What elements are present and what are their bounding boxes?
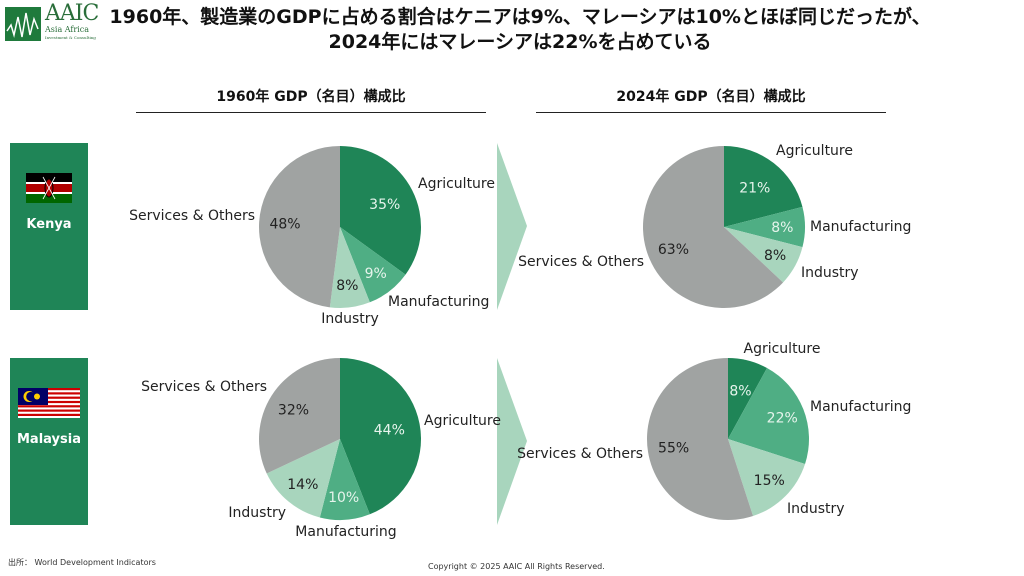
kenya-flag-icon xyxy=(26,173,72,203)
category-label-industry: Industry xyxy=(801,265,859,281)
pie-slice-agriculture xyxy=(340,358,421,515)
category-label-services: Services & Others xyxy=(517,446,643,462)
title-line-2: 2024年にはマレーシアは22%を占めている xyxy=(328,31,712,53)
data-label-agriculture: 8% xyxy=(729,383,751,399)
data-label-services: 48% xyxy=(269,217,300,233)
logo-tagline: Investment & Consulting xyxy=(45,35,96,40)
column-header-1960: 1960年 GDP（名目）構成比 xyxy=(216,89,406,105)
source-note: 出所： World Development Indicators xyxy=(8,558,156,567)
pie-slice-services xyxy=(259,358,340,474)
data-label-manufacturing: 9% xyxy=(365,266,387,282)
pie-malaysia-2024: 8% Agriculture 22% Manufacturing 15%Industry… xyxy=(517,341,911,520)
pie-slice-manufacturing xyxy=(340,227,406,303)
data-label-manufacturing: 10% xyxy=(328,490,359,506)
page-title: 1960年、製造業のGDPに占める割合はケニアは9%、マレーシアは10%とほぼ同… xyxy=(70,5,970,55)
data-label-services: 32% xyxy=(278,402,309,418)
aaic-logo: AAIC Asia Africa Investment & Consulting xyxy=(5,1,140,43)
pie-slice-manufacturing xyxy=(728,368,809,465)
data-label-industry: 14% xyxy=(287,477,318,493)
data-label-industry: 8% xyxy=(764,248,786,264)
category-label-agriculture: Agriculture xyxy=(418,176,495,192)
category-label-industry: Industry xyxy=(228,505,286,521)
pie-slice-manufacturing xyxy=(724,206,806,248)
pie-slice-manufacturing xyxy=(319,439,370,520)
data-label-manufacturing: 8% xyxy=(771,220,793,236)
data-label-agriculture: 35% xyxy=(369,197,400,213)
country-name-kenya: Kenya xyxy=(26,217,72,232)
data-label-industry: 8% xyxy=(336,278,358,294)
category-label-manufacturing: Manufacturing xyxy=(295,524,396,540)
data-label-industry: 15% xyxy=(754,473,785,489)
pie-slice-agriculture xyxy=(340,146,421,275)
category-label-agriculture: Agriculture xyxy=(744,341,821,357)
pie-slice-agriculture xyxy=(724,146,803,227)
country-name-malaysia: Malaysia xyxy=(17,432,81,447)
pie-slice-services xyxy=(258,146,340,308)
logo-subtitle: Asia Africa xyxy=(45,25,89,34)
logo-text: AAIC xyxy=(45,1,99,26)
column-rule-1960 xyxy=(136,112,486,113)
pie-slice-services xyxy=(647,358,754,520)
category-label-services: Services & Others xyxy=(518,254,644,270)
pie-slice-services xyxy=(642,146,784,309)
category-label-services: Services & Others xyxy=(129,208,255,224)
pie-slice-agriculture xyxy=(728,358,768,439)
data-label-services: 55% xyxy=(658,441,689,457)
copyright: Copyright © 2025 AAIC All Rights Reserve… xyxy=(428,562,605,571)
pie-kenya-1960: 35% Agriculture 9%Manufacturing 8% Industry 4… xyxy=(129,146,495,327)
malaysia-flag-icon xyxy=(18,388,80,418)
category-label-manufacturing: Manufacturing xyxy=(810,219,911,235)
column-header-2024: 2024年 GDP（名目）構成比 xyxy=(616,89,806,105)
column-rule-2024 xyxy=(536,112,886,113)
category-label-manufacturing: Manufacturing xyxy=(388,294,489,310)
pie-kenya-2024: 21% Agriculture 8% Manufacturing 8% Industry 6… xyxy=(518,143,911,309)
pie-slice-industry xyxy=(329,227,370,308)
category-label-agriculture: Agriculture xyxy=(424,413,501,429)
title-line-1: 1960年、製造業のGDPに占める割合はケニアは9%、マレーシアは10%とほぼ同… xyxy=(109,6,931,28)
country-panel-kenya: Kenya xyxy=(10,143,88,310)
pie-slice-industry xyxy=(266,439,340,518)
category-label-industry: Industry xyxy=(321,311,379,327)
category-label-manufacturing: Manufacturing xyxy=(810,399,911,415)
data-label-agriculture: 44% xyxy=(374,423,405,439)
category-label-agriculture: Agriculture xyxy=(776,143,853,159)
pie-malaysia-1960: 44% Agriculture 10% Manufacturing 14%Industr… xyxy=(141,358,501,540)
category-label-industry: Industry xyxy=(787,501,845,517)
country-panel-malaysia: Malaysia xyxy=(10,358,88,525)
pie-slice-industry xyxy=(728,439,806,517)
pie-slice-industry xyxy=(724,227,803,283)
data-label-agriculture: 21% xyxy=(739,180,770,196)
data-label-manufacturing: 22% xyxy=(767,411,798,427)
arrow-malaysia-icon xyxy=(497,358,527,525)
arrow-kenya-icon xyxy=(497,143,527,310)
category-label-services: Services & Others xyxy=(141,379,267,395)
logo-mark-icon xyxy=(5,7,41,41)
data-label-services: 63% xyxy=(658,242,689,258)
